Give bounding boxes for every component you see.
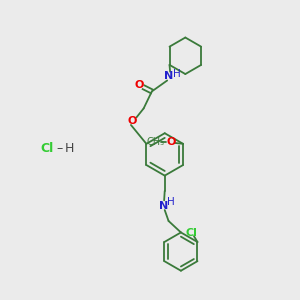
Text: H: H bbox=[173, 69, 181, 79]
Text: H: H bbox=[167, 197, 175, 207]
Text: CH₃: CH₃ bbox=[147, 137, 165, 147]
Text: Cl: Cl bbox=[40, 142, 54, 155]
Text: N: N bbox=[164, 71, 173, 81]
Text: H: H bbox=[64, 142, 74, 155]
Text: –: – bbox=[56, 142, 62, 155]
Text: O: O bbox=[166, 137, 175, 147]
Text: O: O bbox=[128, 116, 137, 126]
Text: N: N bbox=[159, 201, 168, 211]
Text: O: O bbox=[135, 80, 144, 90]
Text: Cl: Cl bbox=[185, 228, 197, 238]
